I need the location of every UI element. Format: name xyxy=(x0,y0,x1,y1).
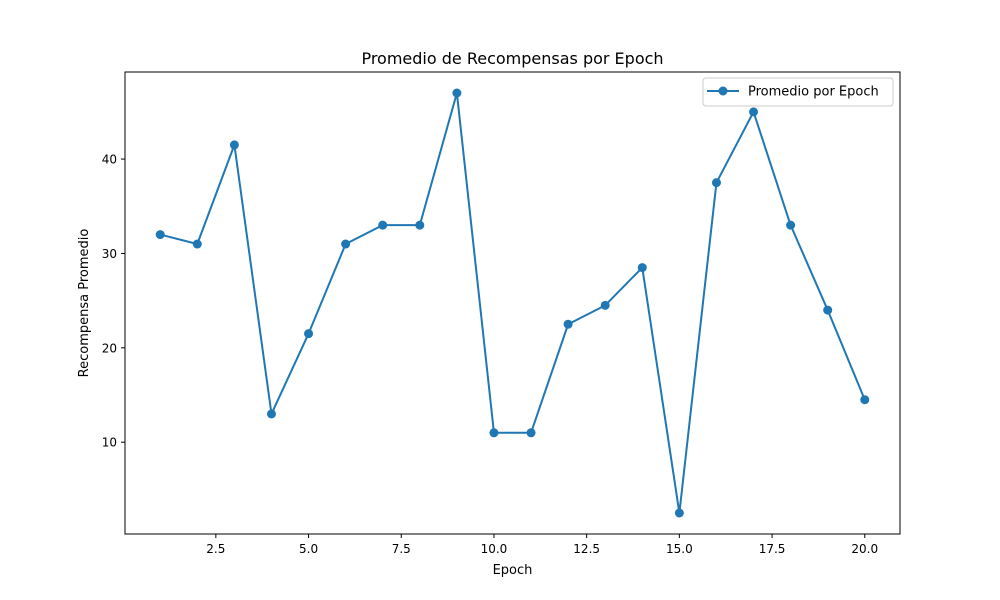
data-point xyxy=(711,178,721,188)
data-point xyxy=(192,239,202,249)
chart-title: Promedio de Recompensas por Epoch xyxy=(361,49,663,68)
data-point xyxy=(304,329,314,339)
x-tick-label: 12.5 xyxy=(573,542,600,556)
data-point xyxy=(786,220,796,230)
data-point xyxy=(378,220,388,230)
data-point xyxy=(489,428,499,438)
legend-marker-sample xyxy=(718,86,728,96)
y-axis-ticks: 10 20 30 40 xyxy=(102,153,125,450)
data-point xyxy=(155,230,165,240)
data-point xyxy=(526,428,536,438)
x-tick-label: 10.0 xyxy=(481,542,508,556)
y-tick-label: 20 xyxy=(102,341,117,355)
data-point xyxy=(600,300,610,310)
y-tick-label: 30 xyxy=(102,247,117,261)
legend-box xyxy=(702,77,894,107)
x-axis-label: Epoch xyxy=(493,563,533,578)
data-point xyxy=(749,107,759,117)
series-layer xyxy=(155,88,870,518)
x-tick-label: 15.0 xyxy=(666,542,693,556)
data-point xyxy=(341,239,351,249)
x-axis-ticks: 2.5 5.0 7.5 10.0 12.5 15.0 17.5 20.0 xyxy=(206,534,878,556)
data-point xyxy=(563,319,573,329)
data-point xyxy=(637,263,647,273)
x-tick-label: 2.5 xyxy=(206,542,225,556)
x-tick-label: 17.5 xyxy=(759,542,786,556)
y-axis-label: Recompensa Promedio xyxy=(77,229,92,378)
data-point xyxy=(266,409,276,419)
x-tick-label: 20.0 xyxy=(851,542,878,556)
plot-area-frame xyxy=(124,71,901,535)
data-point xyxy=(229,140,239,150)
y-tick-label: 10 xyxy=(102,436,117,450)
y-tick-label: 40 xyxy=(102,153,117,167)
data-point xyxy=(860,395,870,405)
data-point xyxy=(823,305,833,315)
x-tick-label: 7.5 xyxy=(392,542,411,556)
series-line xyxy=(159,92,866,514)
data-point xyxy=(415,220,425,230)
x-tick-label: 5.0 xyxy=(299,542,318,556)
legend-label: Promedio por Epoch xyxy=(748,85,879,100)
data-point xyxy=(452,88,462,98)
legend: Promedio por Epoch xyxy=(702,77,894,107)
data-point xyxy=(674,508,684,518)
